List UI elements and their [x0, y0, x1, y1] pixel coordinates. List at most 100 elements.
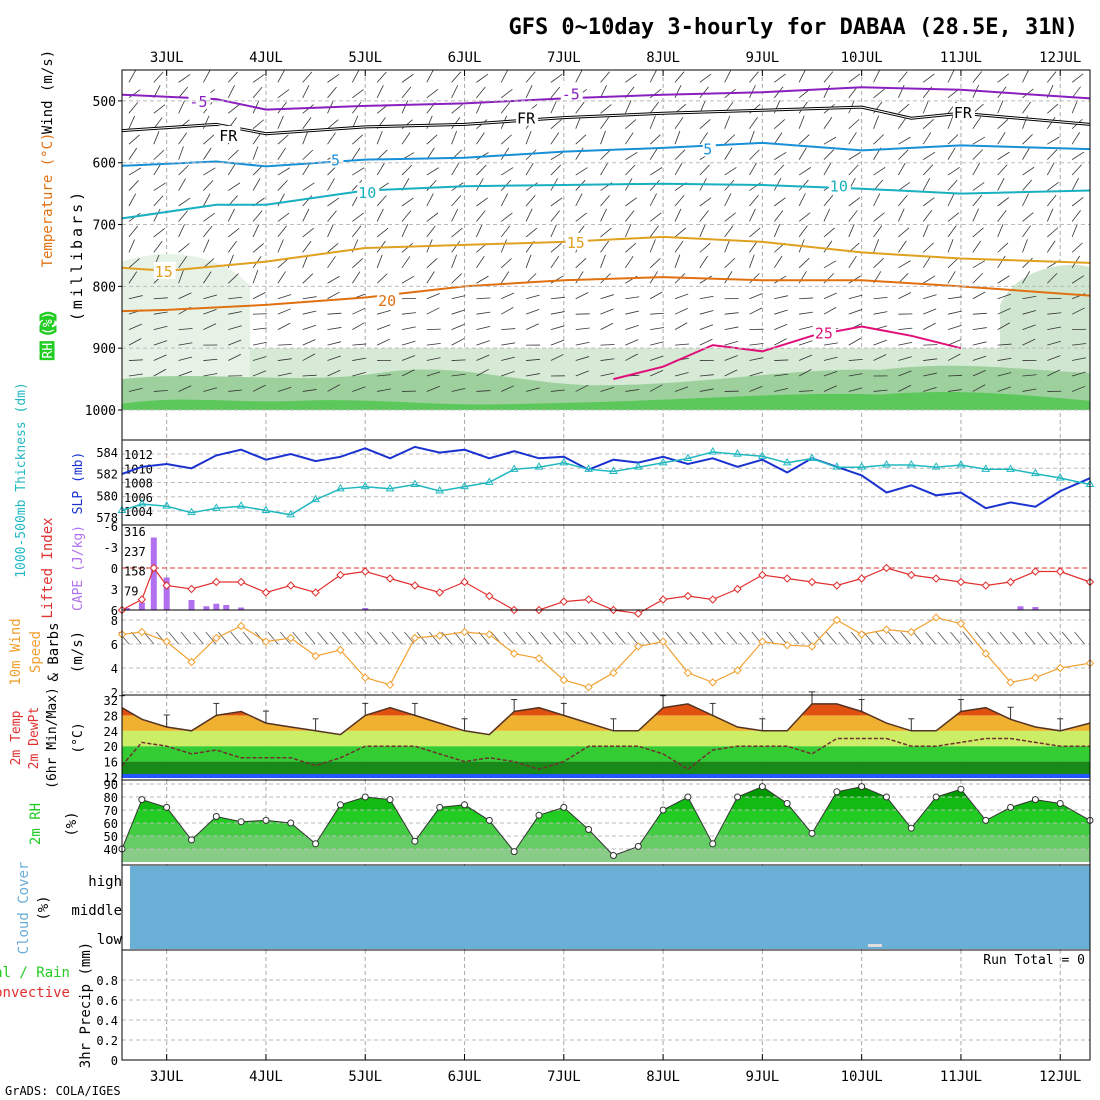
wind-barb	[277, 372, 292, 377]
bottom-tick-label: 12JUL	[1039, 1069, 1081, 1085]
isotherm-label: 10	[830, 178, 848, 196]
wind-barb	[774, 359, 789, 361]
thickness-marker	[187, 507, 196, 516]
wind-barb	[476, 210, 486, 222]
wind-barb	[922, 197, 935, 207]
wind-barb	[376, 149, 388, 160]
wind-barb	[972, 355, 987, 361]
wind-barb	[898, 116, 907, 129]
wind-barb	[451, 227, 463, 238]
thickness-marker	[906, 460, 916, 468]
wind-barb	[972, 341, 987, 346]
wind-barb	[699, 210, 709, 222]
wind-barb	[1047, 182, 1059, 191]
wind-barb	[649, 134, 661, 145]
wind-barb	[153, 368, 167, 377]
wind-barb	[823, 307, 837, 315]
wind-barb	[178, 210, 188, 222]
p8-y-label: 3hr Precip (mm)	[78, 942, 94, 1068]
wind-barb	[178, 292, 192, 300]
wind-barb-10m	[974, 631, 986, 645]
thickness-marker	[733, 449, 742, 457]
wind-barb	[451, 373, 466, 377]
rh-marker	[237, 818, 245, 826]
wind-barb	[624, 223, 632, 238]
wind-barb	[1047, 227, 1059, 238]
thickness-marker	[658, 457, 668, 466]
wind-barb	[798, 271, 807, 284]
wind-barb	[426, 167, 439, 176]
wind-barb	[377, 374, 392, 377]
wind-barb	[401, 210, 412, 222]
wind-barb	[972, 327, 987, 331]
wind-barb	[749, 371, 763, 377]
wind-barb	[203, 271, 212, 284]
wind-barb	[600, 85, 607, 98]
wind-barb	[352, 307, 366, 315]
wind-barb	[451, 104, 463, 114]
wind-barb	[525, 227, 538, 238]
wind-barb	[898, 84, 905, 98]
wind-barb	[550, 164, 561, 176]
wind-barb-10m	[739, 631, 750, 645]
wind-barb	[823, 273, 835, 284]
wind-barb	[302, 117, 312, 129]
wind-barb	[376, 195, 387, 207]
wind-barb	[650, 312, 665, 315]
wind-marker	[212, 633, 221, 643]
p3-li-tick: -6	[104, 520, 118, 534]
wind-barb	[352, 357, 367, 361]
wind-barb	[476, 256, 485, 269]
wind-barb	[203, 387, 218, 392]
p5-unit: (°C)	[71, 722, 86, 753]
p7-unit: (%)	[36, 895, 52, 920]
wind-barb-10m	[1024, 631, 1036, 645]
wind-barb	[649, 167, 663, 176]
rh-line	[121, 786, 1091, 857]
p5-tick: 20	[104, 740, 118, 754]
wind-barb	[624, 100, 632, 114]
wind-barb	[922, 223, 930, 238]
wind-barb	[922, 275, 936, 284]
wind-barb	[525, 195, 536, 207]
isotherm-label-bg	[357, 182, 380, 200]
p2-slp-label: SLP (mb)	[71, 452, 86, 515]
wind-barb	[228, 389, 243, 392]
wind-barb	[600, 149, 611, 160]
wind-barb	[724, 271, 733, 284]
wind-barb-10m	[826, 631, 837, 645]
wind-barb	[699, 275, 712, 284]
wind-barb	[724, 257, 736, 269]
rh-marker	[262, 816, 270, 824]
wind-barb	[376, 130, 383, 145]
wind-barb	[1046, 240, 1056, 253]
wind-barb	[575, 384, 589, 392]
wind-barb	[600, 227, 612, 238]
wind-barb	[500, 225, 511, 238]
wind-barb	[1071, 164, 1082, 176]
wind-barb	[997, 100, 1004, 114]
wind-barb	[997, 357, 1012, 361]
wind-barb	[823, 227, 835, 238]
wind-barb	[997, 343, 1012, 346]
li-marker	[1056, 567, 1065, 576]
rh-marker	[163, 803, 171, 811]
wind-marker	[832, 615, 842, 625]
wind-barb	[426, 212, 439, 222]
wind-barb	[798, 134, 810, 145]
thickness-marker	[509, 464, 519, 472]
wind-marker	[857, 630, 866, 639]
wind-marker	[187, 657, 196, 667]
wind-barb	[674, 343, 689, 346]
wind-barb	[1071, 73, 1084, 83]
wind-barb	[352, 372, 366, 377]
wind-barb-10m	[763, 631, 775, 645]
wind-marker	[683, 668, 693, 678]
wind-barb	[153, 297, 168, 300]
rh-band	[122, 797, 1090, 810]
wind-barb-10m	[1012, 631, 1023, 645]
wind-barb-10m	[553, 631, 564, 645]
wind-barb	[401, 242, 413, 253]
wind-barb	[1046, 116, 1056, 129]
wind-barb	[997, 386, 1012, 392]
